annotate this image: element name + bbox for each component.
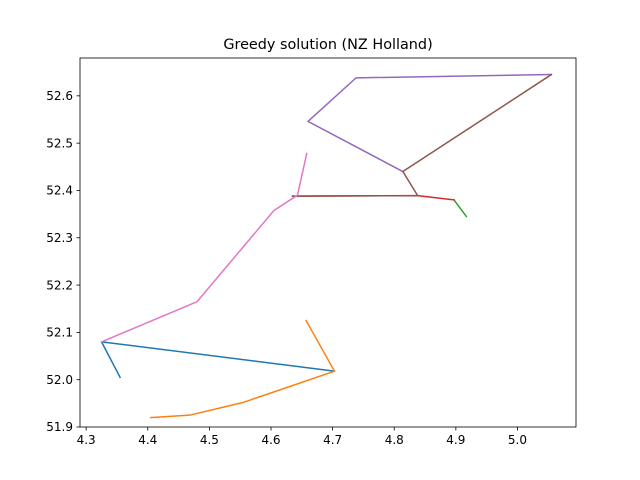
chart-title: Greedy solution (NZ Holland) xyxy=(223,37,432,53)
x-tick-label: 4.5 xyxy=(200,433,219,447)
x-tick-label: 4.6 xyxy=(261,433,280,447)
x-tick-label: 4.4 xyxy=(138,433,157,447)
series-line-3 xyxy=(452,198,468,218)
series-line-5 xyxy=(307,73,553,173)
series-line-2 xyxy=(150,319,336,419)
x-tick-label: 4.9 xyxy=(446,433,465,447)
y-tick-label: 52.4 xyxy=(46,184,73,198)
x-tick-label: 4.8 xyxy=(385,433,404,447)
y-tick-label: 52.0 xyxy=(46,373,73,387)
y-tick-label: 52.1 xyxy=(46,326,73,340)
x-tick-label: 5.0 xyxy=(508,433,527,447)
series-line-7 xyxy=(100,152,308,343)
axes-layer: 4.3 4.4 4.5 4.6 4.7 4.8 4.9 5.0 51.9 52.0 52.1 52.2… xyxy=(46,57,577,447)
x-tick-label: 4.7 xyxy=(323,433,342,447)
series-line-6 xyxy=(291,73,553,197)
series-layer xyxy=(100,73,553,419)
y-tick-label: 51.9 xyxy=(46,420,73,434)
y-tick-label: 52.3 xyxy=(46,231,73,245)
y-tick-label: 52.6 xyxy=(46,89,73,103)
y-tick-label: 52.5 xyxy=(46,136,73,150)
y-tick-label: 52.2 xyxy=(46,278,73,292)
plot-frame xyxy=(79,57,577,428)
x-tick-label: 4.3 xyxy=(77,433,96,447)
